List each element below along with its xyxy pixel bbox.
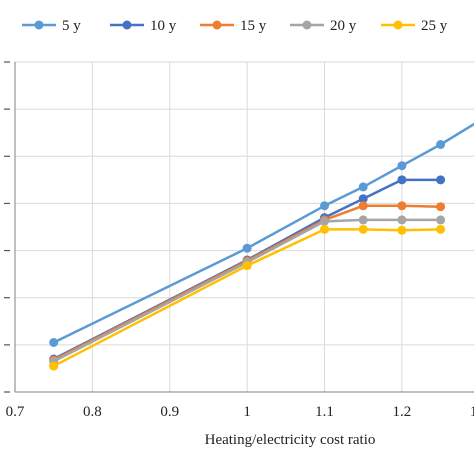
data-point [242,261,252,271]
legend-item: 10 y [110,18,177,34]
x-tick-label: 0.7 [6,404,25,420]
legend-marker [302,20,312,30]
data-point [436,140,446,149]
legend: 5 y 10 y 15 y 20 y 25 y [22,18,448,34]
data-point [397,215,407,225]
data-point [358,201,368,211]
legend-label: 15 y [240,18,267,34]
legend-item: 25 y [381,18,448,34]
series-5-y [49,122,474,347]
x-tick-label: 1 [243,404,251,420]
series-20-y [49,215,446,366]
data-point [436,175,446,185]
data-point [49,338,59,347]
series-line [53,204,441,362]
x-tick-label: 1.1 [315,404,334,420]
data-point [397,175,407,185]
data-point [358,194,368,204]
legend-label: 25 y [421,18,448,34]
legend-marker [34,20,44,30]
series-25-y [49,224,446,371]
data-point [358,224,368,234]
legend-label: 5 y [62,18,81,34]
data-point [320,224,330,234]
axes [4,61,474,393]
x-tick-label: 1.2 [393,404,412,420]
data-point [436,202,446,212]
x-tick-label: 1.3 [470,404,474,420]
data-point [397,225,407,235]
data-point [397,201,407,211]
data-point [436,224,446,234]
legend-item: 20 y [290,18,357,34]
legend-marker [212,20,222,30]
x-tick-label: 0.8 [83,404,102,420]
series-line [53,228,441,368]
legend-marker [122,20,132,30]
data-point [49,361,59,371]
data-point [358,215,368,225]
data-point [242,243,252,253]
legend-item: 15 y [200,18,267,34]
legend-label: 20 y [330,18,357,34]
data-point [320,216,330,226]
legend-label: 10 y [150,18,177,34]
legend-item: 5 y [22,18,81,34]
x-tick-label: 0.9 [160,404,179,420]
data-point [320,201,330,211]
x-axis-title: Heating/electricity cost ratio [205,432,376,448]
x-tick-labels: 0.7 0.8 0.9 1 1.1 1.2 1.3 [6,404,474,420]
data-point [397,161,407,171]
series-line [53,218,441,363]
data-point [358,182,368,192]
legend-marker [393,20,403,30]
data-point [436,215,446,225]
series-group [49,122,474,371]
